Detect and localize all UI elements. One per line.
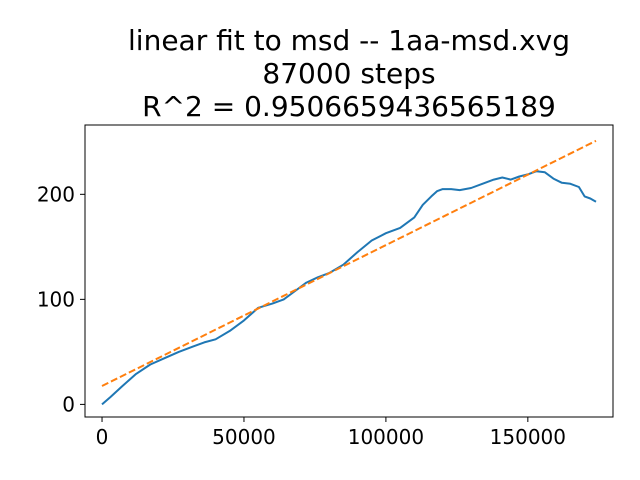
- y-tick-label: 100: [37, 287, 75, 311]
- y-axis: 0 100 200: [37, 182, 85, 416]
- plot-area-frame: [84, 124, 614, 418]
- chart-title-line-1: linear fit to msd -- 1aa-msd.xvg: [128, 24, 570, 57]
- x-tick-label: 150000: [490, 425, 566, 449]
- x-tick-label: 100000: [348, 425, 424, 449]
- x-axis: 0 50000 100000 150000: [96, 417, 566, 449]
- y-tick-label: 0: [62, 392, 75, 416]
- linear-fit-line: [101, 139, 597, 387]
- chart-title: linear fit to msd -- 1aa-msd.xvg 87000 s…: [128, 24, 570, 123]
- x-tick-label: 50000: [212, 425, 276, 449]
- plot-series: [101, 139, 597, 406]
- y-tick-label: 200: [37, 182, 75, 206]
- x-tick-label: 0: [96, 425, 109, 449]
- chart-title-line-3: R^2 = 0.9506659436565189: [142, 90, 556, 123]
- chart-title-line-2: 87000 steps: [262, 57, 435, 90]
- msd-data-line: [101, 170, 597, 406]
